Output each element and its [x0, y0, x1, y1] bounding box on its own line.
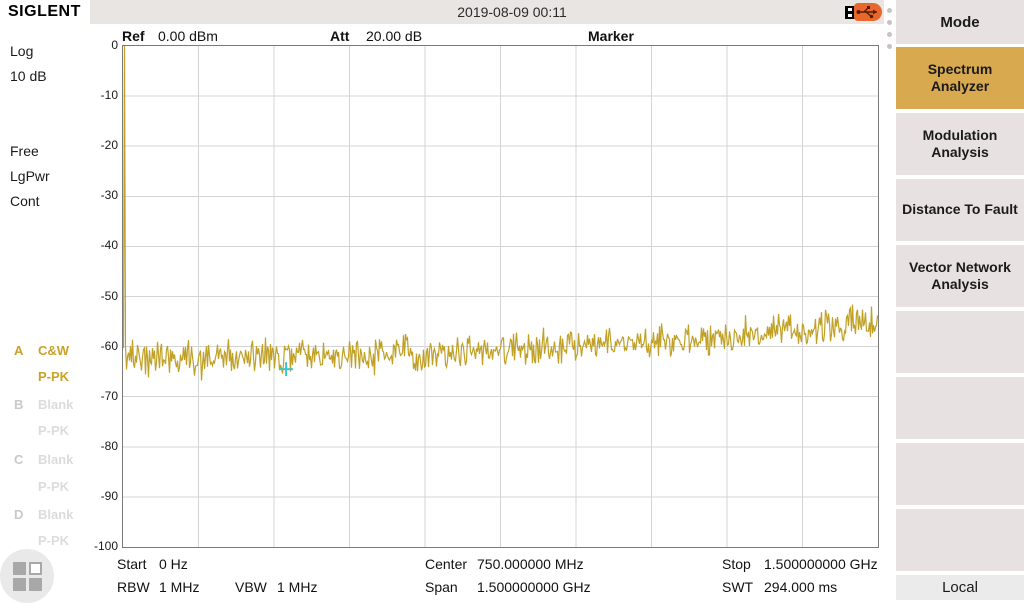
- trace-b-letter: B: [14, 397, 24, 412]
- trace-d-detector: P-PK: [38, 533, 70, 548]
- menu-drag-handle[interactable]: [884, 0, 896, 600]
- trace-a-mode: C&W: [38, 343, 70, 358]
- center-frequency: Center 750.000000 MHz: [425, 556, 584, 572]
- span-value: Span 1.500000000 GHz: [425, 579, 591, 595]
- y-axis-tick: -60: [100, 338, 118, 353]
- menu-button-modulation-analysis[interactable]: Modulation Analysis: [896, 113, 1024, 175]
- menu-button-blank-6[interactable]: [896, 377, 1024, 439]
- menu-title: Mode: [896, 0, 1024, 44]
- swt-value: SWT 294.000 ms: [722, 579, 838, 595]
- trace-c-letter: C: [14, 452, 24, 467]
- plot-area: [122, 45, 879, 548]
- y-axis-tick: -20: [100, 138, 118, 153]
- menu-button-spectrum-analyzer[interactable]: Spectrum Analyzer: [896, 47, 1024, 109]
- y-axis-tick: -90: [100, 488, 118, 503]
- datetime-display: 2019-08-09 00:11: [457, 4, 567, 20]
- menu-button-blank-7[interactable]: [896, 443, 1024, 505]
- local-button[interactable]: Local: [896, 575, 1024, 600]
- amplitude-scale-type: Log: [10, 43, 34, 59]
- corner-menu-square-icon: [29, 562, 42, 575]
- menu-button-label: Vector Network Analysis: [909, 258, 1011, 293]
- marker-label: Marker: [588, 28, 634, 44]
- start-frequency: Start 0 Hz: [117, 556, 188, 572]
- menu-button-label: Distance To Fault: [902, 201, 1018, 218]
- trigger-mode: Free: [10, 143, 39, 159]
- menu-button-vector-network-analysis[interactable]: Vector Network Analysis: [896, 245, 1024, 307]
- vbw-value: VBW 1 MHz: [235, 579, 318, 595]
- y-axis-tick: -30: [100, 188, 118, 203]
- att-value: 20.00 dB: [366, 28, 423, 44]
- corner-menu-square-icon: [29, 578, 42, 591]
- y-axis-tick: 0: [111, 38, 118, 52]
- menu-button-distance-to-fault[interactable]: Distance To Fault: [896, 179, 1024, 241]
- usb-plug-icon: [845, 6, 856, 19]
- power-mode: LgPwr: [10, 168, 50, 184]
- amplitude-scale-per-div: 10 dB: [10, 68, 47, 84]
- marker-cross-icon[interactable]: [279, 362, 294, 377]
- y-axis-tick: -40: [100, 238, 118, 253]
- trace-b-detector: P-PK: [38, 423, 70, 438]
- corner-menu-button[interactable]: [0, 549, 54, 603]
- y-axis-tick: -100: [93, 539, 118, 553]
- trace-a-line: [122, 45, 879, 381]
- trace-a-detector: P-PK: [38, 369, 70, 384]
- trace-c-mode: Blank: [38, 452, 74, 467]
- y-axis-tick: -80: [100, 438, 118, 453]
- rbw-value: RBW 1 MHz: [117, 579, 200, 595]
- menu-button-blank-5[interactable]: [896, 311, 1024, 373]
- menu-button-blank-8[interactable]: [896, 509, 1024, 571]
- y-axis-tick: -70: [100, 388, 118, 403]
- att-label: Att: [330, 28, 350, 44]
- usb-icon: [845, 3, 882, 21]
- stop-frequency: Stop 1.500000000 GHz: [722, 556, 878, 572]
- sweep-mode: Cont: [10, 193, 40, 209]
- trace-b-mode: Blank: [38, 397, 74, 412]
- ref-label: Ref: [122, 28, 145, 44]
- trace-d-mode: Blank: [38, 507, 74, 522]
- menu-button-label: Spectrum Analyzer: [927, 60, 993, 95]
- mode-menu: Mode Spectrum Analyzer Modulation Analysi…: [896, 0, 1024, 600]
- ref-value: 0.00 dBm: [158, 28, 218, 44]
- trace-d-letter: D: [14, 507, 24, 522]
- y-axis-tick: -50: [100, 288, 118, 303]
- usb-trident-icon: [854, 3, 882, 21]
- brand-logo: SIGLENT: [0, 0, 90, 24]
- brand-logo-text: SIGLENT: [8, 3, 81, 20]
- corner-menu-square-icon: [13, 562, 26, 575]
- trace-a-letter: A: [14, 343, 24, 358]
- corner-menu-square-icon: [13, 578, 26, 591]
- top-bar: SIGLENT: [0, 0, 884, 24]
- menu-button-label: Modulation Analysis: [922, 126, 998, 161]
- y-axis-tick: -10: [100, 88, 118, 103]
- trace-c-detector: P-PK: [38, 479, 70, 494]
